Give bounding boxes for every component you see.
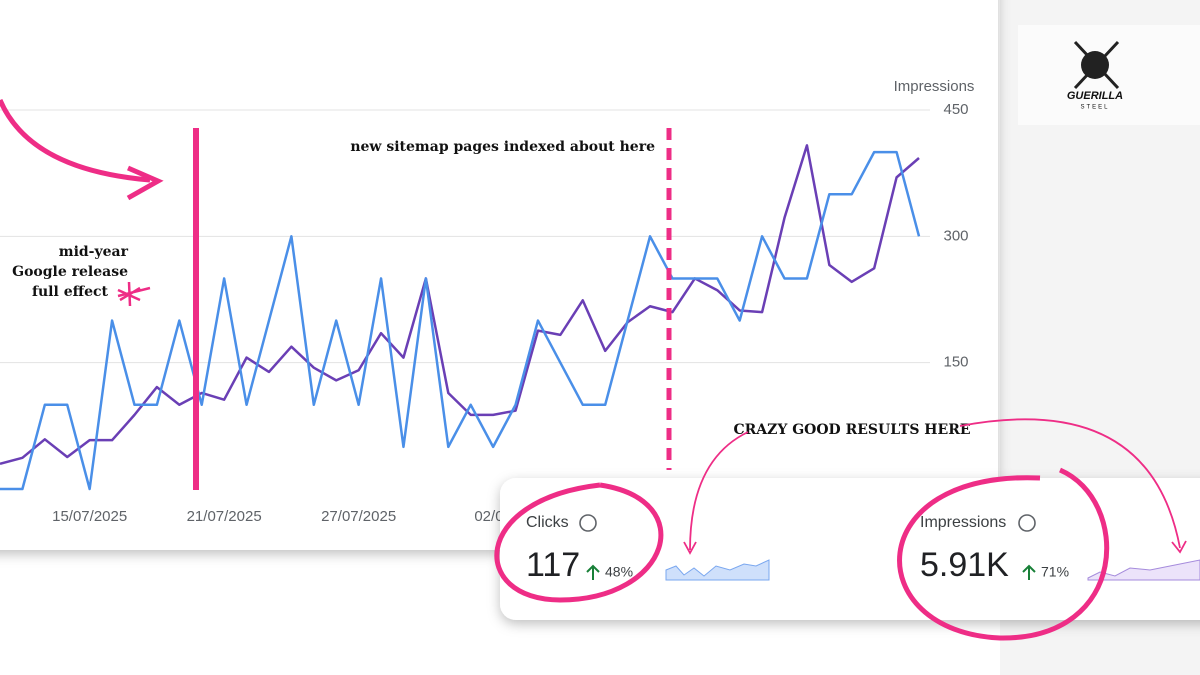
series-line (0, 150, 921, 491)
logo-text: GUERILLA (1067, 90, 1123, 102)
circle-mark (897, 467, 1110, 641)
annotation: Google release (12, 264, 128, 280)
sparkline (665, 559, 770, 581)
asterisk (117, 281, 151, 307)
series-line (0, 144, 920, 465)
axis-title: Impressions (894, 78, 975, 95)
sparkline (1087, 559, 1200, 581)
arrow (0, 99, 151, 183)
y-tick-label: 450 (943, 101, 968, 118)
x-tick-label: 27/07/2025 (321, 508, 396, 525)
annotation: mid-year (59, 244, 129, 260)
card-value: 5.91K (920, 546, 1009, 584)
card-label: Impressions (920, 514, 1006, 531)
annotation: new sitemap pages indexed about here (350, 139, 655, 155)
arrow-head (1171, 540, 1187, 554)
circle-mark (494, 482, 664, 603)
card-label: Clicks (526, 514, 569, 531)
arrow-head (126, 165, 164, 201)
card-value: 117 (526, 546, 580, 584)
arrow (689, 431, 749, 551)
card-change: 71% (1041, 564, 1069, 580)
card-change: 48% (605, 564, 633, 580)
logo-text: STEEL (1080, 105, 1109, 111)
arrow (959, 418, 1181, 549)
summary-card (500, 478, 1200, 620)
y-tick-label: 300 (943, 227, 968, 244)
chart-panel (0, 0, 998, 550)
arrow-head (683, 541, 697, 555)
up-arrow (586, 564, 600, 580)
help-icon (579, 514, 597, 532)
help-icon (1018, 514, 1036, 532)
annotation: CRAZY GOOD RESULTS HERE (733, 422, 970, 438)
y-tick-label: 150 (943, 354, 968, 371)
up-arrow (1022, 564, 1036, 580)
plot: Impressions 150 300 450 15/07/2025 21/07/2025… (0, 78, 974, 525)
logo-box (1018, 25, 1200, 125)
annotation: full effect (32, 284, 109, 300)
x-tick-label: 21/07/2025 (187, 508, 262, 525)
x-tick-label: 15/07/2025 (52, 508, 127, 525)
logo: GUERILLA STEEL (1067, 40, 1123, 111)
